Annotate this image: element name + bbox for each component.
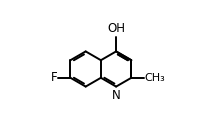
Text: OH: OH [107,22,125,34]
Text: CH₃: CH₃ [144,73,165,83]
Text: N: N [112,89,121,102]
Text: F: F [51,71,58,84]
